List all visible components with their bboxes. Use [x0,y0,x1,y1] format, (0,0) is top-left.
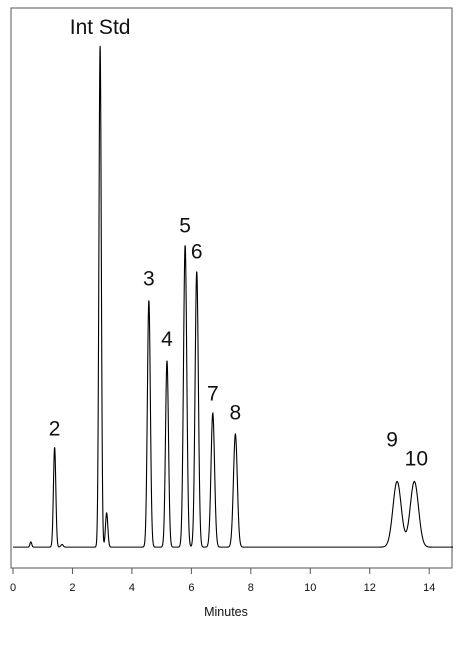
x-tick-label: 2 [69,582,75,594]
x-tick-label: 8 [248,582,254,594]
plot-frame [10,7,453,569]
x-tick-label: 0 [10,582,16,594]
peak-label: 4 [161,328,173,351]
peak-label: 7 [207,382,219,405]
x-axis-ticks [12,568,430,574]
x-tick-label: 10 [304,582,316,594]
x-tick-label: 4 [129,582,135,594]
peak-label: 9 [386,429,398,452]
peak-label: Int Std [70,16,131,39]
x-axis-tick-labels: 0 2 4 6 8 10 12 14 [10,582,435,594]
x-tick-label: 14 [423,582,435,594]
x-tick-label: 6 [188,582,194,594]
peak-label: 8 [230,401,242,424]
chromatogram-trace [13,45,453,548]
peak-label: 10 [405,448,428,471]
x-axis-title: Minutes [204,605,248,619]
peak-label: 6 [191,241,203,264]
peak-label: 3 [143,267,155,290]
peak-label: 2 [49,417,61,440]
peak-label: 5 [179,214,191,237]
x-tick-label: 12 [364,582,376,594]
